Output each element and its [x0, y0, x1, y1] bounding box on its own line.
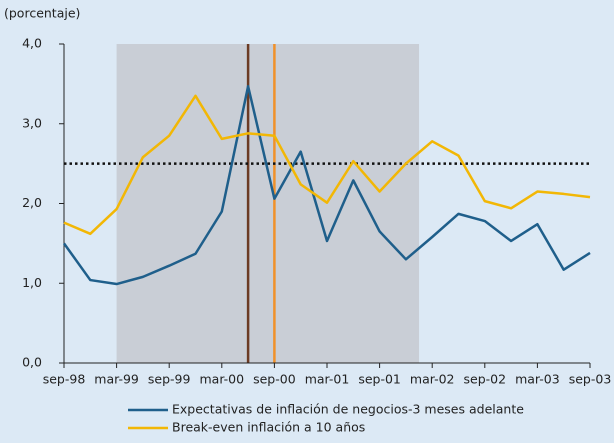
x-tick-label: sep-02: [464, 372, 507, 387]
x-tick-label: mar-03: [515, 372, 560, 387]
y-tick-label: 1,0: [22, 275, 42, 290]
series-line: [62, 85, 591, 286]
x-tick-label: mar-99: [94, 372, 139, 387]
y-tick-label: 2,0: [22, 195, 42, 210]
y-tick-label: 3,0: [22, 115, 42, 130]
shaded-period: [116, 44, 420, 363]
x-tick-label: sep-03: [569, 372, 612, 387]
legend-label: Break-even inflación a 10 años: [172, 420, 365, 435]
y-tick-label: 4,0: [22, 36, 42, 51]
x-tick-label: sep-00: [253, 372, 296, 387]
x-tick-label: sep-99: [148, 372, 191, 387]
x-tick-label: mar-00: [200, 372, 245, 387]
x-tick-label: mar-02: [410, 372, 455, 387]
x-tick-label: mar-01: [305, 372, 350, 387]
x-tick-label: sep-98: [43, 372, 86, 387]
y-axis-label: (porcentaje): [4, 6, 80, 21]
series-line: [63, 94, 591, 236]
legend-label: Expectativas de inflación de negocios-3 …: [172, 402, 524, 417]
y-tick-label: 0,0: [22, 355, 42, 370]
x-tick-label: sep-01: [358, 372, 401, 387]
